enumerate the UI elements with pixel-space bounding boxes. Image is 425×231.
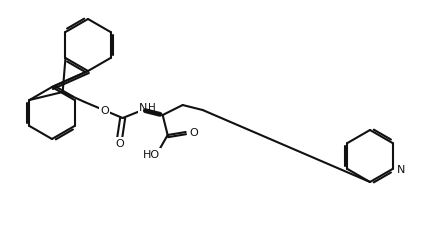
Text: H: H bbox=[147, 103, 156, 112]
Text: O: O bbox=[100, 106, 109, 116]
Text: N: N bbox=[397, 164, 405, 174]
Text: HO: HO bbox=[143, 149, 160, 159]
Text: O: O bbox=[115, 138, 124, 148]
Text: O: O bbox=[190, 128, 198, 137]
Text: N: N bbox=[139, 103, 147, 112]
